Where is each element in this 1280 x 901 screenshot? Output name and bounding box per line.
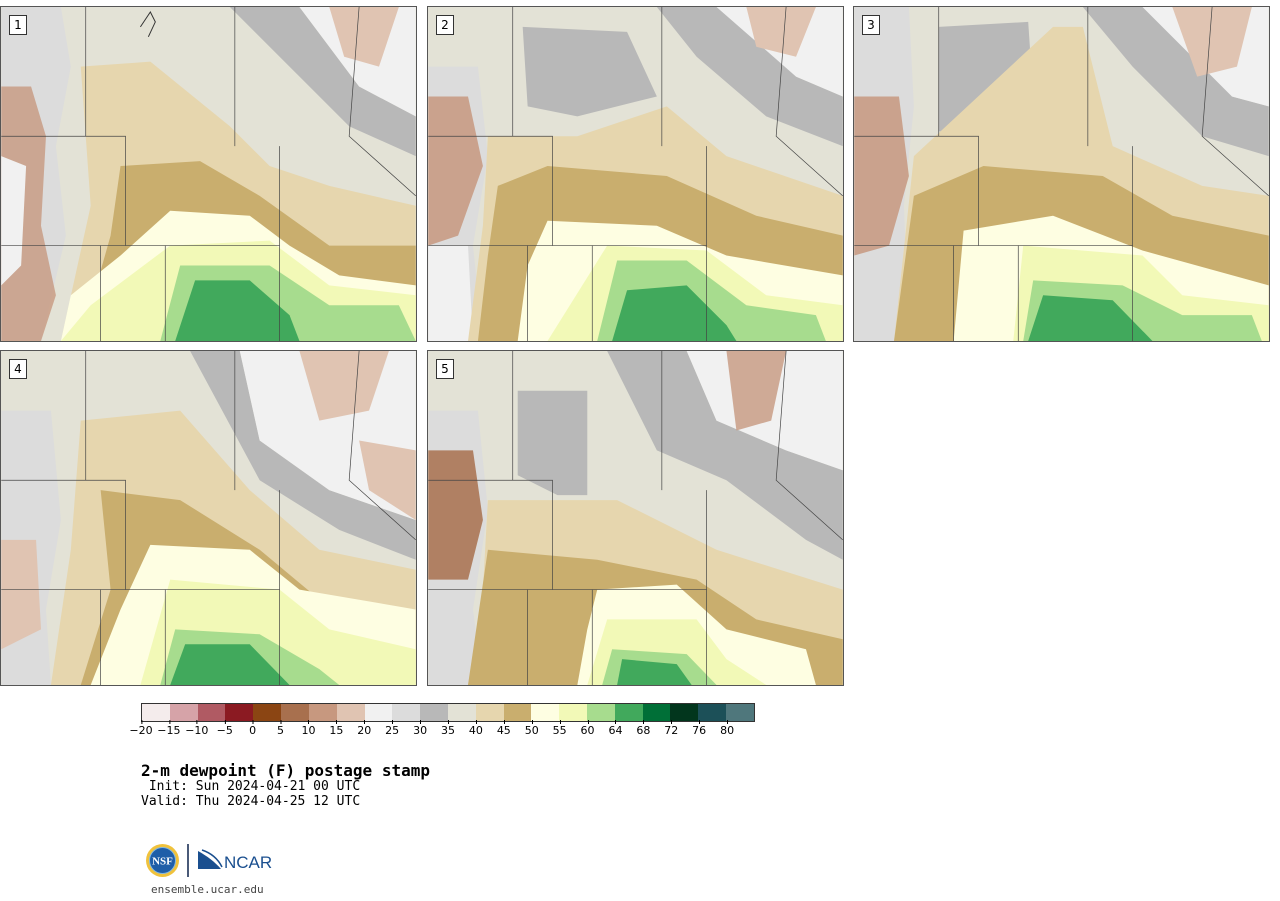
colorbar-tick-label: −5	[216, 720, 233, 737]
colorbar-swatch	[642, 704, 671, 721]
dewpoint-map	[428, 7, 843, 341]
plot-title: 2-m dewpoint (F) postage stamp	[141, 761, 430, 780]
colorbar-swatch	[392, 704, 421, 721]
colorbar-tick-label: 76	[692, 720, 707, 737]
colorbar-swatch	[726, 704, 754, 721]
member-panel-1[interactable]: 1	[0, 6, 417, 342]
member-number: 4	[9, 359, 27, 379]
dewpoint-map	[854, 7, 1269, 341]
colorbar-tick-label: 15	[329, 720, 344, 737]
member-number: 1	[9, 15, 27, 35]
colorbar-tick-label: 45	[496, 720, 511, 737]
colorbar-tick-label: 35	[441, 720, 455, 737]
colorbar-tick-label: 5	[277, 720, 285, 737]
member-number: 3	[862, 15, 880, 35]
logo-area: NSF NCAR	[145, 843, 275, 879]
colorbar-tick-label: 25	[385, 720, 400, 737]
member-panel-2[interactable]: 2	[427, 6, 844, 342]
colorbar-tick-label: 40	[468, 720, 483, 737]
ncar-logo-text: NCAR	[224, 853, 272, 872]
dewpoint-map	[1, 351, 416, 685]
member-panel-5[interactable]: 5	[427, 350, 844, 686]
nsf-logo-text: NSF	[152, 856, 173, 868]
init-time: Init: Sun 2024-04-21 00 UTC	[141, 779, 361, 794]
colorbar-swatch	[142, 704, 170, 721]
colorbar-swatch	[225, 704, 254, 721]
colorbar-swatch	[336, 704, 365, 721]
colorbar-swatch	[281, 704, 309, 721]
colorbar-tick-label: 30	[413, 720, 428, 737]
member-panel-4[interactable]: 4	[0, 350, 417, 686]
colorbar-swatch	[475, 704, 504, 721]
colorbar-swatch	[253, 704, 282, 721]
colorbar-swatch	[169, 704, 198, 721]
colorbar-tick-label: 72	[664, 720, 679, 737]
logo-divider	[187, 844, 189, 877]
colorbar-swatch	[420, 704, 448, 721]
colorbar-swatch	[670, 704, 699, 721]
colorbar-tick-label: 80	[720, 720, 735, 737]
colorbar-swatch	[614, 704, 643, 721]
colorbar-tick-label: 68	[636, 720, 651, 737]
colorbar-tick-label: 55	[552, 720, 567, 737]
colorbar	[141, 703, 755, 722]
member-number: 5	[436, 359, 454, 379]
colorbar-tick-label: −10	[185, 720, 209, 737]
colorbar-swatch	[364, 704, 393, 721]
colorbar-tick-label: 60	[580, 720, 595, 737]
member-panel-3[interactable]: 3	[853, 6, 1270, 342]
colorbar-tick-label: 10	[301, 720, 316, 737]
colorbar-tick-label: 20	[357, 720, 372, 737]
dewpoint-map	[428, 351, 843, 685]
colorbar-swatch	[587, 704, 615, 721]
site-url: ensemble.ucar.edu	[151, 883, 264, 896]
colorbar-swatch	[503, 704, 532, 721]
dewpoint-map	[1, 7, 416, 341]
colorbar-tick-label: 0	[249, 720, 257, 737]
colorbar-tick-label: 50	[524, 720, 539, 737]
colorbar-swatch	[698, 704, 727, 721]
ncar-logo: NCAR	[198, 849, 272, 872]
colorbar-tick-label: −15	[157, 720, 181, 737]
nsf-logo: NSF	[146, 844, 179, 877]
valid-time: Valid: Thu 2024-04-25 12 UTC	[141, 794, 361, 809]
colorbar-swatch	[308, 704, 337, 721]
colorbar-swatch	[447, 704, 476, 721]
colorbar-swatch	[531, 704, 560, 721]
member-number: 2	[436, 15, 454, 35]
colorbar-swatch	[197, 704, 226, 721]
colorbar-swatch	[559, 704, 587, 721]
colorbar-tick-label: 64	[608, 720, 623, 737]
colorbar-tick-label: −20	[129, 720, 153, 737]
colorbar-ticks: −20 −15 −10 −5 0 5 10 15 20 25 30 35 40 45 50 55 60 64 68 7…	[129, 720, 755, 744]
